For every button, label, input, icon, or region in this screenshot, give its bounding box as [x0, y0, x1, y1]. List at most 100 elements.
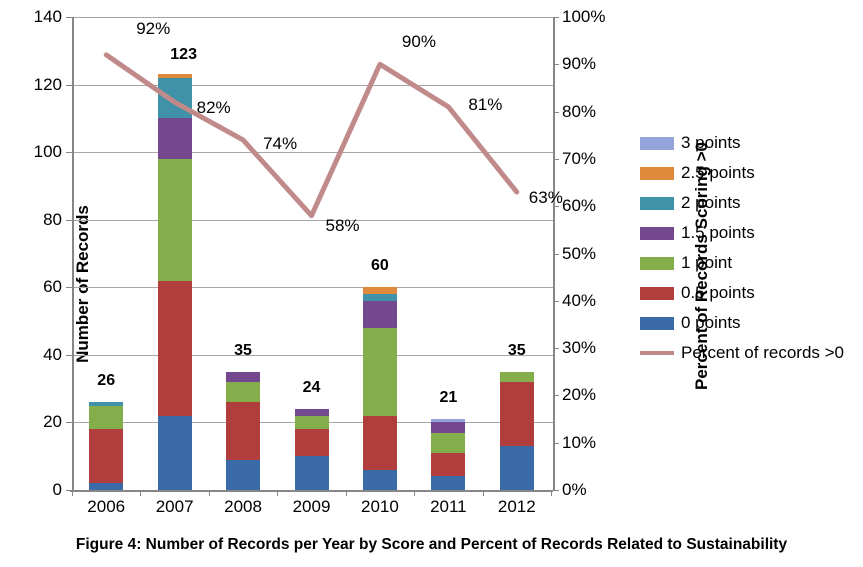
bar-segment-2010-2-points[interactable]: [362, 294, 397, 301]
bar-segment-2011-0-points[interactable]: [431, 476, 466, 490]
bar-segment-2009-1-point[interactable]: [294, 415, 329, 430]
y-axis-left-tick: [66, 17, 72, 18]
y-axis-left-tick: [66, 490, 72, 491]
y-axis-right-tick-label: 90%: [562, 54, 597, 74]
x-axis-tick-label-2010: 2010: [361, 497, 399, 516]
y-axis-right-tick-label: 80%: [562, 101, 597, 121]
legend-item-label: 1.5 points: [681, 223, 755, 242]
bar-segment-2012-1-point[interactable]: [499, 371, 534, 382]
y-axis-right-tick: [553, 17, 559, 18]
x-axis-tick-label-2012: 2012: [497, 497, 536, 516]
x-axis-tick: [414, 490, 416, 496]
bar-segment-2006-0-points[interactable]: [89, 483, 124, 490]
bar-segment-2010-1-point[interactable]: [362, 327, 397, 416]
bar-segment-2011-1-5-points[interactable]: [431, 422, 466, 433]
legend-item-0-5-points[interactable]: 0.5 points: [640, 278, 855, 308]
bar-segment-2009-0-points[interactable]: [294, 456, 329, 490]
bar-segment-2007-2-5-points[interactable]: [157, 74, 192, 78]
y-axis-left-tick-label: 40: [43, 344, 62, 364]
legend-color-swatch: [640, 136, 674, 150]
y-axis-left-tick-label: 20: [43, 412, 62, 432]
y-axis-left-tick-label: 100: [33, 142, 62, 162]
y-axis-right-tick: [553, 206, 559, 208]
bar-segment-2010-0-5-points[interactable]: [362, 415, 397, 470]
y-axis-right-tick-label: 60%: [562, 196, 597, 216]
legend-item-label: 2 points: [681, 193, 741, 212]
percent-point-label-2009: 58%: [325, 215, 360, 235]
x-axis-tick: [72, 490, 73, 496]
y-axis-left-tick: [66, 354, 72, 356]
bar-segment-2007-2-points[interactable]: [157, 77, 192, 119]
bar-2011[interactable]: [431, 17, 466, 490]
x-axis-tick: [208, 490, 210, 496]
bar-segment-2010-0-points[interactable]: [362, 469, 397, 490]
legend-item-0-points[interactable]: 0 points: [640, 308, 855, 338]
percent-point-label-2010: 90%: [401, 32, 436, 52]
bar-2006[interactable]: [89, 17, 124, 490]
bar-segment-2010-2-5-points[interactable]: [362, 287, 397, 295]
bar-segment-2008-0-5-points[interactable]: [226, 402, 261, 460]
bar-2010[interactable]: [362, 17, 397, 490]
legend-line-swatch: [640, 351, 674, 355]
bar-segment-2008-1-point[interactable]: [226, 381, 261, 403]
x-axis-tick-label-2006: 2006: [87, 497, 126, 516]
gridline: [74, 287, 553, 289]
legend-item-1-5-points[interactable]: 1.5 points: [640, 218, 855, 248]
bar-segment-2012-0-5-points[interactable]: [499, 381, 534, 447]
bar-segment-2010-1-5-points[interactable]: [362, 300, 397, 328]
bar-2012[interactable]: [499, 17, 534, 490]
bar-segment-2011-1-point[interactable]: [431, 432, 466, 453]
legend-item-2-points[interactable]: 2 points: [640, 188, 855, 218]
bar-segment-2006-1-point[interactable]: [89, 405, 124, 430]
percent-point-label-2006: 92%: [136, 18, 171, 38]
y-axis-right-tick-label: 0%: [562, 480, 587, 499]
bar-2009[interactable]: [294, 17, 329, 490]
percent-point-label-2007: 82%: [196, 98, 231, 118]
y-axis-left-tick-label: 80: [43, 209, 62, 229]
y-axis-left-tick: [66, 422, 72, 424]
y-axis-left-tick-label: 120: [33, 74, 62, 94]
bar-segment-2008-0-points[interactable]: [226, 459, 261, 490]
y-axis-right-tick: [553, 490, 559, 491]
bar-segment-2009-0-5-points[interactable]: [294, 429, 329, 457]
y-axis-right-tick: [553, 395, 559, 397]
legend-item-2-5-points[interactable]: 2.5 points: [640, 158, 855, 188]
bar-segment-2007-0-points[interactable]: [157, 415, 192, 490]
bar-segment-2008-1-5-points[interactable]: [226, 371, 261, 382]
legend-item-3-points[interactable]: 3 points: [640, 128, 855, 158]
bar-total-label-2010: 60: [371, 257, 389, 275]
legend-color-swatch: [640, 226, 674, 240]
y-axis-right-tick: [553, 64, 559, 66]
bar-2007[interactable]: [157, 17, 192, 490]
y-axis-left-tick: [66, 287, 72, 289]
bar-2008[interactable]: [226, 17, 261, 490]
bar-segment-2006-2-points[interactable]: [89, 402, 124, 406]
y-axis-right-tick-label: 10%: [562, 432, 597, 452]
y-axis-right-tick-label: 40%: [562, 290, 597, 310]
bar-segment-2011-0-5-points[interactable]: [431, 452, 466, 477]
bar-segment-2007-0-5-points[interactable]: [157, 280, 192, 416]
y-axis-left-tick: [66, 219, 72, 221]
bar-total-label-2012: 35: [507, 341, 526, 359]
bar-total-label-2007: 123: [170, 46, 197, 64]
y-axis-right-tick: [553, 253, 559, 255]
legend-item-label: 0 points: [681, 313, 741, 332]
y-axis-left-tick-label: 140: [33, 7, 62, 26]
legend-item-label: 2.5 points: [681, 163, 755, 182]
y-axis-right-tick: [553, 158, 559, 160]
y-axis-right-tick-label: 20%: [562, 385, 597, 405]
legend-color-swatch: [640, 196, 674, 210]
legend-item-label: 0.5 points: [681, 283, 755, 302]
legend-item-1-point[interactable]: 1 point: [640, 248, 855, 278]
y-axis-left-tick: [66, 152, 72, 154]
bar-segment-2007-1-point[interactable]: [157, 158, 192, 281]
bar-segment-2006-0-5-points[interactable]: [89, 429, 124, 484]
bar-segment-2011-3-points[interactable]: [431, 419, 466, 423]
bar-segment-2012-0-points[interactable]: [499, 446, 534, 490]
legend-item-percent-of-records--0[interactable]: Percent of records >0: [640, 338, 855, 368]
legend-item-label: 1 point: [681, 253, 733, 272]
legend-color-swatch: [640, 316, 674, 330]
bar-segment-2007-1-5-points[interactable]: [157, 118, 192, 159]
x-axis-tick-label-2011: 2011: [430, 497, 467, 516]
bar-segment-2009-1-5-points[interactable]: [294, 408, 329, 416]
